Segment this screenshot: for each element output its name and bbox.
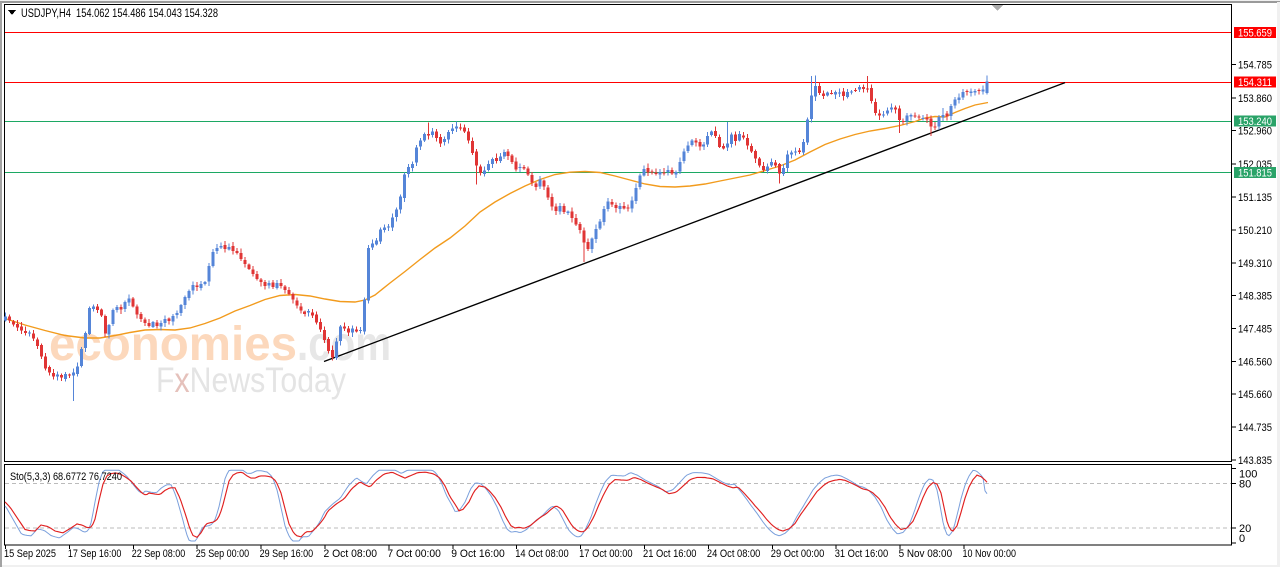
svg-text:25 Sep 00:00: 25 Sep 00:00	[196, 548, 250, 560]
svg-text:149.310: 149.310	[1238, 258, 1272, 270]
svg-text:153.860: 153.860	[1238, 93, 1272, 105]
svg-text:NewsToday: NewsToday	[190, 361, 347, 400]
svg-text:155.659: 155.659	[1238, 28, 1272, 40]
svg-text:146.560: 146.560	[1238, 357, 1272, 369]
svg-text:80: 80	[1239, 478, 1251, 490]
svg-text:152.960: 152.960	[1238, 126, 1272, 138]
svg-text:31 Oct 16:00: 31 Oct 16:00	[835, 548, 889, 560]
svg-text:9 Oct 16:00: 9 Oct 16:00	[451, 548, 505, 560]
svg-text:151.815: 151.815	[1238, 167, 1272, 179]
svg-text:154.785: 154.785	[1238, 59, 1272, 71]
svg-text:29 Oct 00:00: 29 Oct 00:00	[771, 548, 825, 560]
svg-text:22 Sep 08:00: 22 Sep 08:00	[132, 548, 186, 560]
svg-text:145.660: 145.660	[1238, 389, 1272, 401]
svg-text:151.135: 151.135	[1238, 192, 1272, 204]
svg-text:17 Sep 16:00: 17 Sep 16:00	[68, 548, 122, 560]
svg-text:15 Sep 2025: 15 Sep 2025	[4, 548, 56, 560]
svg-text:Sto(5,3,3) 68.6772 76.7240: Sto(5,3,3) 68.6772 76.7240	[10, 471, 122, 483]
svg-text:150.210: 150.210	[1238, 225, 1272, 237]
svg-text:143.835: 143.835	[1238, 455, 1272, 467]
svg-text:148.385: 148.385	[1238, 291, 1272, 303]
svg-text:144.735: 144.735	[1238, 422, 1272, 434]
svg-text:x: x	[175, 361, 191, 400]
svg-text:USDJPY,H4 154.062 154.486 154: USDJPY,H4 154.062 154.486 154.043 154.32…	[21, 8, 218, 20]
svg-text:29 Sep 16:00: 29 Sep 16:00	[260, 548, 314, 560]
svg-text:154.311: 154.311	[1238, 77, 1272, 89]
svg-text:21 Oct 16:00: 21 Oct 16:00	[643, 548, 697, 560]
svg-text:5 Nov 08:00: 5 Nov 08:00	[899, 548, 953, 560]
svg-text:0: 0	[1239, 533, 1245, 545]
svg-text:24 Oct 08:00: 24 Oct 08:00	[707, 548, 761, 560]
svg-text:F: F	[156, 361, 175, 400]
svg-text:14 Oct 08:00: 14 Oct 08:00	[515, 548, 569, 560]
svg-text:10 Nov 00:00: 10 Nov 00:00	[963, 548, 1017, 560]
svg-text:17 Oct 00:00: 17 Oct 00:00	[579, 548, 633, 560]
svg-text:20: 20	[1239, 523, 1251, 535]
svg-text:7 Oct 00:00: 7 Oct 00:00	[387, 548, 441, 560]
svg-text:100: 100	[1239, 469, 1257, 481]
svg-text:153.240: 153.240	[1238, 116, 1272, 128]
svg-text:2 Oct 08:00: 2 Oct 08:00	[324, 548, 378, 560]
svg-text:147.485: 147.485	[1238, 324, 1272, 336]
